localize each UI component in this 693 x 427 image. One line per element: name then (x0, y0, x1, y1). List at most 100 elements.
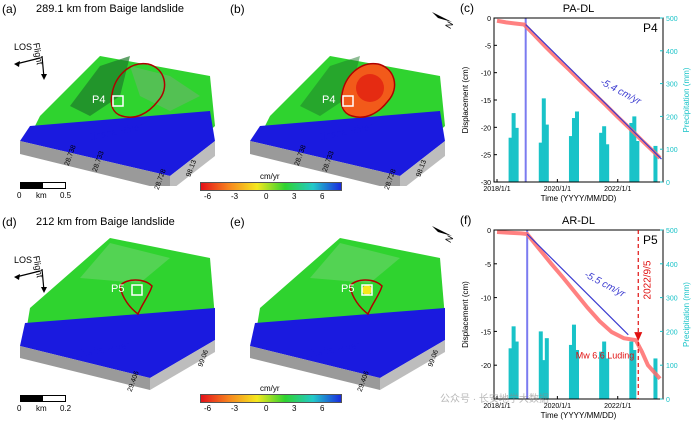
scale-0-row1: 0 (17, 191, 22, 200)
y2-axis-label-f: Precipitation (mm) (682, 282, 691, 347)
precip-bar-c-12 (629, 122, 634, 182)
colorbar-tick-row2-0: -6 (204, 404, 212, 413)
precip-bar-f-11 (605, 358, 610, 399)
precip-bar-c-4 (541, 98, 546, 182)
panel-label-c: (c) (460, 1, 474, 15)
panel-label-a: (a) (2, 2, 17, 16)
event-date-label-f: 2022/9/5 (642, 260, 653, 299)
y2-axis-label-c: Precipitation (mm) (682, 67, 691, 132)
y2tick-label-c-3: 300 (666, 82, 678, 89)
y2tick-label-f-3: 300 (666, 296, 678, 303)
ytick-label-f-0: 0 (487, 228, 491, 235)
fit-line-c (525, 24, 662, 160)
precip-bar-c-3 (538, 142, 543, 182)
precip-bar-f-9 (599, 351, 604, 399)
colorbar-tick-row1-2: 0 (264, 192, 269, 201)
xtick-label-c-2: 2022/1/1 (604, 186, 631, 193)
chart-title-c: PA-DL (563, 3, 595, 15)
precip-bar-c-9 (599, 132, 604, 182)
point-label-e: P5 (341, 283, 355, 295)
panel-label-e: (e) (230, 215, 245, 229)
precip-bar-f-3 (538, 331, 543, 399)
y2tick-label-f-2: 200 (666, 329, 678, 336)
precip-bar-f-1 (511, 326, 516, 399)
precip-bar-c-6 (568, 136, 573, 182)
y2tick-label-c-2: 200 (666, 114, 678, 121)
displacement-series-f (496, 230, 662, 381)
terrain-map-b (250, 56, 445, 186)
y2tick-label-f-4: 400 (666, 262, 678, 269)
precip-bar-c-2 (514, 127, 519, 182)
terrain-map-a (20, 56, 215, 186)
ytick-label-c-5: -25 (481, 153, 491, 160)
y-axis-label-f: Displacement (cm) (461, 281, 470, 348)
los-arrow-a (14, 55, 47, 80)
ytick-label-c-0: 0 (487, 16, 491, 23)
event-label-f: Mw 6.6 Luding (576, 350, 635, 360)
los-label-d: LOS (14, 255, 33, 265)
terrain-map-e (250, 238, 445, 390)
colorbar-unit-row1: cm/yr (260, 172, 280, 181)
x-axis-label-c: Time (YYYY/MM/DD) (541, 194, 617, 203)
ytick-label-c-3: -15 (481, 98, 491, 105)
chart-pa-dl: (c) PA-DL 0 -5 -10 -15 -20 -25 -30 0 100 200 300 400 5… (460, 1, 691, 203)
plot-frame-f (493, 229, 664, 400)
precip-bar-f-14 (653, 358, 658, 399)
y2tick-label-f-5: 500 (666, 228, 678, 235)
panel-label-b: (b) (230, 2, 245, 16)
point-tag-f: P5 (643, 233, 658, 247)
precip-bar-c-13 (632, 116, 637, 182)
ytick-label-f-2: -10 (481, 296, 491, 303)
y-axis-label-c: Displacement (cm) (461, 66, 470, 133)
chart-title-f: AR-DL (562, 215, 595, 227)
scale-km-row1: km (36, 191, 47, 200)
y2tick-label-c-5: 500 (666, 16, 678, 23)
terrain-map-d (20, 238, 215, 390)
ytick-label-c-6: -30 (481, 180, 491, 187)
precip-bar-f-8 (574, 349, 579, 399)
los-arrow-d (14, 268, 47, 293)
xtick-label-c-1: 2020/1/1 (544, 186, 571, 193)
ytick-label-c-1: -5 (485, 43, 491, 50)
scale-max-row1: 0.5 (60, 191, 72, 200)
precip-bar-c-8 (574, 111, 579, 182)
panel-label-d: (d) (2, 215, 17, 229)
scale-max-row2: 0.2 (60, 404, 72, 413)
precip-bar-f-2 (514, 341, 519, 399)
precip-bar-c-14 (635, 141, 640, 182)
colorbar-tick-row2-2: 0 (264, 404, 269, 413)
chart-ar-dl: (f) AR-DL 0 -5 -10 -15 -20 0 100 200 300 400 500 2018… (460, 213, 691, 420)
event-marker-icon-f (634, 332, 643, 342)
xtick-label-f-0: 2018/1/1 (483, 403, 510, 410)
colorbar-row2 (200, 394, 342, 403)
xtick-label-f-2: 2022/1/1 (604, 403, 631, 410)
scale-bar-black-1 (20, 182, 44, 189)
distance-title-row1: 289.1 km from Baige landslide (36, 3, 184, 15)
scale-km-row2: km (36, 404, 47, 413)
scale-0-row2: 0 (17, 404, 22, 413)
precip-bar-c-11 (605, 144, 610, 182)
point-tag-c: P4 (643, 21, 658, 35)
fit-line-f (526, 233, 629, 336)
ytick-label-f-1: -5 (485, 262, 491, 269)
colorbar-tick-row1-0: -6 (204, 192, 212, 201)
precip-bar-c-1 (511, 113, 516, 182)
panel-label-f: (f) (460, 213, 471, 227)
colorbar-tick-row1-1: -3 (231, 192, 239, 201)
ytick-label-f-4: -20 (481, 363, 491, 370)
north-arrow-icon-row2 (432, 226, 452, 236)
y2tick-label-c-1: 100 (666, 147, 678, 154)
precip-bar-c-5 (544, 124, 549, 182)
precip-bar-c-10 (602, 126, 607, 182)
precip-bar-f-12 (629, 341, 634, 399)
precip-bar-f-10 (602, 341, 607, 399)
point-label-d: P5 (111, 283, 125, 295)
y2tick-label-c-0: 0 (666, 180, 670, 187)
precip-bar-f-0 (508, 348, 513, 399)
y2tick-label-f-1: 100 (666, 363, 678, 370)
precip-bar-c-7 (571, 118, 576, 182)
colorbar-tick-row2-1: -3 (231, 404, 239, 413)
colorbar-tick-row1-4: 6 (320, 192, 325, 201)
scale-bar-white-1 (42, 182, 66, 189)
watermark: 公众号 · 长安地学大数据 (440, 394, 549, 405)
